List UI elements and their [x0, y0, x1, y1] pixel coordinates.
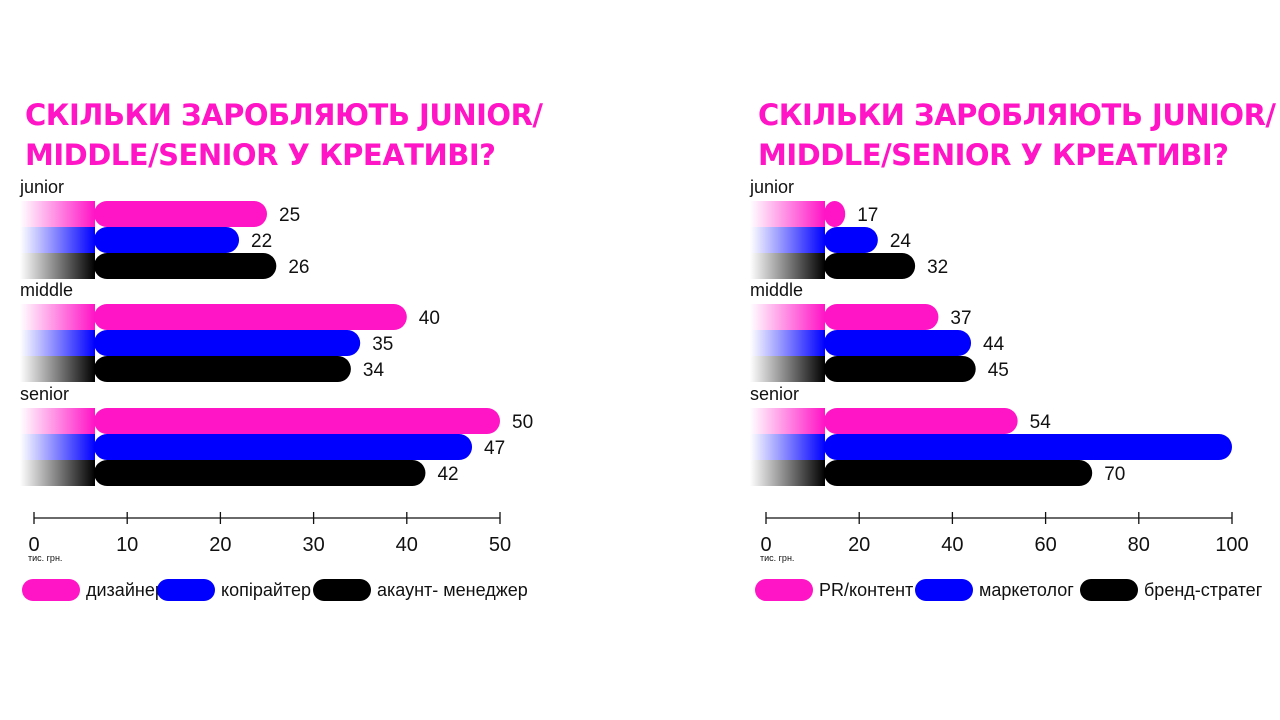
data-label: 25: [279, 205, 300, 226]
legend-item-marketer: маркетолог: [915, 577, 1074, 603]
category-label-middle: middle: [750, 280, 803, 300]
bar-fade-segment: [20, 227, 95, 253]
legend-label: дизайнер: [86, 579, 165, 600]
data-label: 42: [437, 464, 458, 485]
category-label-senior: senior: [20, 384, 69, 404]
bar-fade-segment: [20, 330, 95, 356]
data-label: 40: [419, 308, 440, 329]
data-label: 22: [251, 231, 272, 252]
bar-middle-series-0: [824, 304, 939, 330]
bar-junior-series-2: [94, 253, 277, 279]
bar-senior-series-1: [824, 434, 1232, 460]
legend-item-brand-strategist: бренд-стратег: [1080, 577, 1262, 603]
bar-fade-segment: [20, 304, 95, 330]
bar-junior-series-0: [94, 201, 267, 227]
legend-swatch: [313, 579, 371, 601]
bar-fade-segment: [750, 460, 825, 486]
bar-fade-segment: [20, 356, 95, 382]
x-tick-label: 50: [489, 534, 511, 556]
bar-junior-series-0: [824, 201, 846, 227]
legend-label: акаунт- менеджер: [377, 579, 528, 600]
x-tick-label: 40: [396, 534, 418, 556]
legend: PR/контент маркетолог бренд-стратег: [735, 577, 1280, 603]
legend-item-account-manager: акаунт- менеджер: [313, 577, 528, 603]
bar-middle-series-2: [94, 356, 351, 382]
data-label: 70: [1104, 464, 1125, 485]
bar-fade-segment: [750, 227, 825, 253]
bar-junior-series-2: [824, 253, 916, 279]
legend-label: PR/контент: [819, 579, 914, 600]
bar-chart-right: junior 17 24 32 middle 37 44 45 senior 54 70 0 20 40 6…: [749, 177, 1249, 563]
bar-fade-segment: [750, 330, 825, 356]
bar-fade-segment: [750, 434, 825, 460]
category-label-middle: middle: [20, 280, 73, 300]
legend-item-pr-content: PR/контент: [755, 577, 913, 603]
bar-fade-segment: [20, 201, 95, 227]
bar-fade-segment: [20, 408, 95, 434]
data-label: 24: [890, 231, 912, 252]
bar-fade-segment: [20, 253, 95, 279]
bar-fade-segment: [750, 253, 825, 279]
x-tick-label: 10: [116, 534, 138, 556]
bar-fade-segment: [20, 434, 95, 460]
bar-senior-series-1: [94, 434, 473, 460]
category-label-senior: senior: [750, 384, 799, 404]
legend-label: копірайтер: [221, 579, 311, 600]
unit-label: тис. грн.: [760, 553, 794, 563]
data-label: 50: [512, 412, 533, 433]
legend-swatch: [22, 579, 80, 601]
data-label: 45: [988, 360, 1009, 381]
data-label: 37: [950, 308, 971, 329]
legend-item-copywriter: копірайтер: [157, 577, 311, 603]
bar-fade-segment: [750, 356, 825, 382]
data-label: 34: [363, 360, 385, 381]
bar-chart-left: junior 25 22 26 middle 40 35 34 senior 50 47 42 0 10 2…: [19, 177, 533, 563]
data-label: 26: [288, 257, 309, 278]
x-tick-label: 20: [848, 534, 870, 556]
unit-label: тис. грн.: [28, 553, 62, 563]
data-label: 54: [1030, 412, 1052, 433]
bar-junior-series-1: [94, 227, 240, 253]
bar-fade-segment: [750, 201, 825, 227]
chart-title: СКІЛЬКИ ЗАРОБЛЯЮТЬ JUNIOR/ MIDDLE/SENIOR…: [25, 98, 543, 172]
x-tick-label: 30: [302, 534, 324, 556]
x-tick-label: 40: [941, 534, 963, 556]
chart-right: СКІЛЬКИ ЗАРОБЛЯЮТЬ JUNIOR/ MIDDLE/SENIOR…: [735, 0, 1280, 720]
data-label: 35: [372, 334, 393, 355]
legend: дизайнер копірайтер акаунт- менеджер: [0, 577, 620, 603]
legend-swatch: [755, 579, 813, 601]
legend-label: маркетолог: [979, 579, 1074, 600]
bar-middle-series-2: [824, 356, 976, 382]
bar-middle-series-0: [94, 304, 407, 330]
data-label: 17: [857, 205, 878, 226]
legend-swatch: [1080, 579, 1138, 601]
x-tick-label: 20: [209, 534, 231, 556]
x-tick-label: 0: [760, 534, 771, 556]
data-label: 32: [927, 257, 948, 278]
legend-label: бренд-стратег: [1144, 579, 1263, 600]
bar-middle-series-1: [94, 330, 361, 356]
legend-item-designer: дизайнер: [22, 577, 165, 603]
x-tick-label: 80: [1128, 534, 1150, 556]
bar-junior-series-1: [824, 227, 878, 253]
bar-senior-series-0: [824, 408, 1018, 434]
bar-fade-segment: [750, 304, 825, 330]
bar-senior-series-2: [94, 460, 426, 486]
x-tick-label: 60: [1034, 534, 1056, 556]
bar-fade-segment: [20, 460, 95, 486]
data-label: 44: [983, 334, 1005, 355]
bar-senior-series-2: [824, 460, 1093, 486]
category-label-junior: junior: [19, 177, 64, 197]
x-tick-label: 0: [28, 534, 39, 556]
legend-swatch: [915, 579, 973, 601]
bar-senior-series-0: [94, 408, 500, 434]
chart-left: СКІЛЬКИ ЗАРОБЛЯЮТЬ JUNIOR/ MIDDLE/SENIOR…: [0, 0, 620, 720]
legend-swatch: [157, 579, 215, 601]
category-label-junior: junior: [749, 177, 794, 197]
bar-fade-segment: [750, 408, 825, 434]
chart-title: СКІЛЬКИ ЗАРОБЛЯЮТЬ JUNIOR/ MIDDLE/SENIOR…: [758, 98, 1276, 172]
x-tick-label: 100: [1215, 534, 1248, 556]
data-label: 47: [484, 438, 505, 459]
bar-middle-series-1: [824, 330, 972, 356]
